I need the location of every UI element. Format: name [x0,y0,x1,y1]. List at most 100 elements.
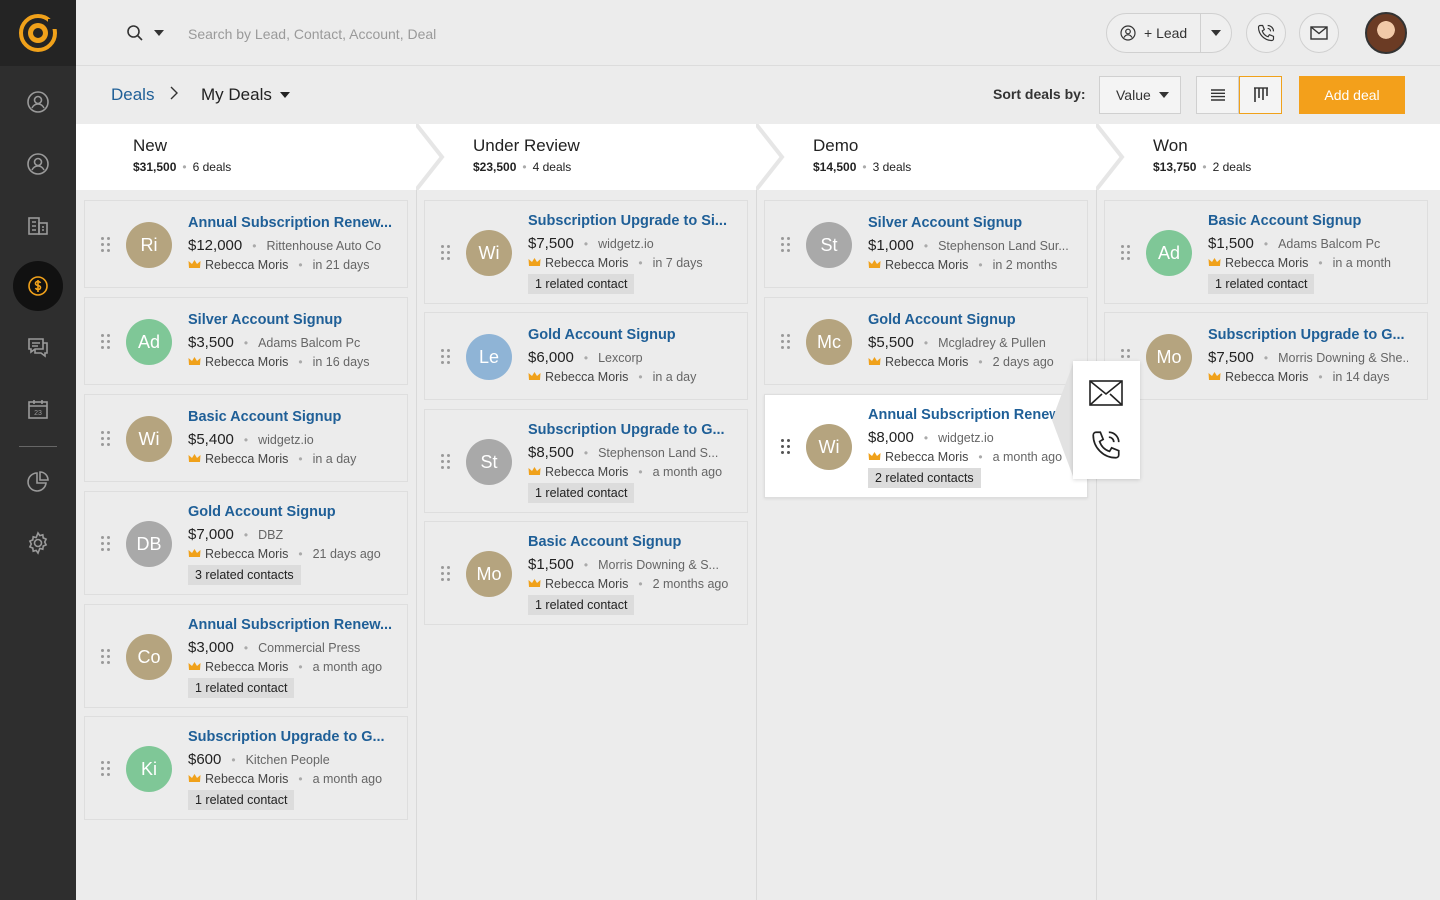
deal-company[interactable]: DBZ [258,528,284,542]
search-scope-button[interactable] [126,24,164,42]
drag-handle-icon[interactable] [101,536,111,552]
deal-card[interactable]: Wi Annual Subscription Renew... $8,000 • wid… [764,394,1088,498]
deal-company[interactable]: Morris Downing & S... [598,558,719,572]
list-icon [1210,89,1225,101]
deal-title[interactable]: Silver Account Signup [188,312,343,328]
related-contacts-badge[interactable]: 2 related contacts [868,468,981,488]
stage-separator [756,124,785,190]
drag-handle-icon[interactable] [101,334,111,350]
deal-company[interactable]: Stephenson Land Sur... [938,239,1069,253]
sort-select[interactable]: Value [1099,76,1181,114]
drag-handle-icon[interactable] [441,349,451,365]
phone-button[interactable] [1246,13,1286,53]
related-contacts-badge[interactable]: 1 related contact [528,595,635,615]
deal-card[interactable]: Ad Silver Account Signup $3,500 • Adams Balc… [84,297,408,385]
deal-title[interactable]: Silver Account Signup [868,215,1023,231]
drag-handle-icon[interactable] [781,237,791,253]
contacts-icon[interactable] [19,145,57,183]
drag-handle-icon[interactable] [441,454,451,470]
settings-icon[interactable] [19,524,57,562]
separator-dot: • [583,237,589,251]
deal-company[interactable]: widgetz.io [258,433,314,447]
deal-company[interactable]: Adams Balcom Pc [1278,237,1381,251]
deal-amount: $1,500 [1208,235,1254,252]
drag-handle-icon[interactable] [101,649,111,665]
related-contacts-badge[interactable]: 1 related contact [1208,274,1315,294]
reports-icon[interactable] [19,463,57,501]
deal-card[interactable]: Co Annual Subscription Renew... $3,000 • Com… [84,604,408,708]
drag-handle-icon[interactable] [101,761,111,777]
deal-card[interactable]: Wi Subscription Upgrade to Si... $7,500 • wi… [424,200,748,304]
related-contacts-badge[interactable]: 3 related contacts [188,565,301,585]
deal-title[interactable]: Annual Subscription Renew... [188,215,393,231]
call-deal-button[interactable] [1087,426,1125,464]
drag-handle-icon[interactable] [1121,245,1131,261]
deal-card[interactable]: St Silver Account Signup $1,000 • Stephenson… [764,200,1088,288]
deal-title[interactable]: Basic Account Signup [188,409,342,425]
related-contacts-badge[interactable]: 1 related contact [188,790,295,810]
conversations-icon[interactable] [19,328,57,366]
email-deal-button[interactable] [1087,374,1125,412]
related-contacts-badge[interactable]: 1 related contact [528,483,635,503]
breadcrumb-deals[interactable]: Deals [111,85,155,104]
deal-company[interactable]: Kitchen People [245,753,330,767]
deal-title[interactable]: Annual Subscription Renew... [868,407,1073,423]
deal-title[interactable]: Gold Account Signup [528,327,676,343]
deal-card[interactable]: DB Gold Account Signup $7,000 • DBZ Rebecca M… [84,491,408,595]
deal-title[interactable]: Gold Account Signup [188,504,336,520]
drag-handle-icon[interactable] [781,334,791,350]
list-view-button[interactable] [1196,76,1239,114]
deal-title[interactable]: Subscription Upgrade to Si... [528,213,727,229]
deal-company[interactable]: Mcgladrey & Pullen [938,336,1046,350]
deal-card[interactable]: St Subscription Upgrade to G... $8,500 • Ste… [424,409,748,513]
deal-company[interactable]: Stephenson Land S... [598,446,719,460]
drag-handle-icon[interactable] [101,431,111,447]
deal-company[interactable]: Morris Downing & She... [1278,351,1409,365]
deal-title[interactable]: Basic Account Signup [528,534,682,550]
deal-title[interactable]: Subscription Upgrade to G... [528,422,725,438]
pipeline-view-button[interactable] [1239,76,1282,114]
related-contacts-badge[interactable]: 1 related contact [528,274,635,294]
deals-icon[interactable] [13,261,63,311]
search-input[interactable] [188,22,788,46]
separator-dot: • [923,336,929,350]
deal-card[interactable]: Mo Subscription Upgrade to G... $7,500 • Mor… [1104,312,1428,400]
deal-title[interactable]: Annual Subscription Renew... [188,617,393,633]
deal-card[interactable]: Mo Basic Account Signup $1,500 • Morris Down… [424,521,748,625]
deal-title[interactable]: Subscription Upgrade to G... [1208,327,1405,343]
deal-title[interactable]: Basic Account Signup [1208,213,1362,229]
drag-handle-icon[interactable] [781,439,791,455]
add-deal-button[interactable]: Add deal [1299,76,1405,114]
leads-icon[interactable] [19,83,57,121]
drag-handle-icon[interactable] [441,566,451,582]
app-logo[interactable] [0,0,76,66]
deal-company[interactable]: widgetz.io [938,431,994,445]
accounts-icon[interactable] [19,206,57,244]
deal-company[interactable]: Lexcorp [598,351,643,365]
view-selector[interactable]: My Deals [201,85,290,105]
deal-card[interactable]: Mc Gold Account Signup $5,500 • Mcgladrey & … [764,297,1088,385]
lead-dropdown-button[interactable] [1199,14,1231,52]
deal-card[interactable]: Le Gold Account Signup $6,000 • Lexcorp Rebec… [424,312,748,400]
drag-handle-icon[interactable] [101,237,111,253]
crown-icon [188,772,205,786]
deal-card[interactable]: Ad Basic Account Signup $1,500 • Adams Balco… [1104,200,1428,304]
add-lead-button[interactable]: + Lead [1107,14,1200,52]
stage-under-review: Under Review $23,500 • 4 deals [416,124,756,190]
deal-card[interactable]: Ki Subscription Upgrade to G... $600 • Kitch… [84,716,408,820]
deal-amount: $12,000 [188,237,243,254]
deal-company[interactable]: widgetz.io [598,237,654,251]
drag-handle-icon[interactable] [441,245,451,261]
email-button[interactable] [1299,13,1339,53]
related-contacts-badge[interactable]: 1 related contact [188,678,295,698]
user-avatar[interactable] [1365,12,1407,54]
deal-company[interactable]: Rittenhouse Auto Co [266,239,382,253]
deal-card[interactable]: Wi Basic Account Signup $5,400 • widgetz.io R… [84,394,408,482]
column-new: Ri Annual Subscription Renew... $12,000 • Ri… [76,190,416,900]
deal-title[interactable]: Gold Account Signup [868,312,1016,328]
calendar-icon[interactable]: 23 [19,390,57,428]
deal-company[interactable]: Commercial Press [258,641,361,655]
deal-company[interactable]: Adams Balcom Pc [258,336,361,350]
deal-card[interactable]: Ri Annual Subscription Renew... $12,000 • Ri… [84,200,408,288]
deal-title[interactable]: Subscription Upgrade to G... [188,729,385,745]
